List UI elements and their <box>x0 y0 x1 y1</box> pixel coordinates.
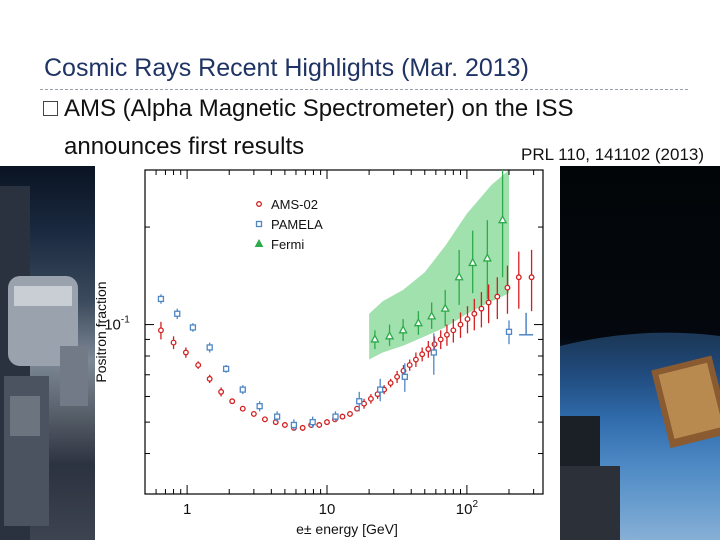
ams-02-point <box>182 349 189 356</box>
ams-02-point <box>528 274 535 281</box>
legend-marker-pamela <box>255 220 263 228</box>
x-tick-label: 102 <box>456 499 479 518</box>
fermi-point <box>427 311 437 320</box>
x-tick-label-exponent: 2 <box>472 499 478 510</box>
pamela-point <box>273 413 281 420</box>
legend-label-pamela: PAMELA <box>271 217 323 232</box>
ams-02-point <box>239 405 246 412</box>
y-tick-label-exponent: -1 <box>121 315 130 326</box>
fermi-point <box>440 303 450 312</box>
ams-02-point <box>170 339 177 346</box>
fermi-point <box>482 253 492 262</box>
bullet-text-line-2: announces first results <box>64 133 305 160</box>
ams-02-point <box>406 362 413 369</box>
x-tick-label: 10 <box>319 501 336 518</box>
pamela-point <box>290 421 298 429</box>
ams-02-point <box>250 410 257 417</box>
ams-02-point <box>299 424 306 431</box>
title-divider <box>40 89 688 90</box>
ams-02-point <box>387 380 394 387</box>
fermi-point <box>468 257 478 267</box>
pamela-point <box>157 295 165 303</box>
bullet-text-line-1: AMS (Alpha Magnetic Spectrometer) on the… <box>64 95 574 122</box>
ams-02-point <box>419 351 426 358</box>
ams-02-point <box>347 410 353 417</box>
ams-02-point <box>504 284 511 291</box>
ams-02-point <box>339 413 346 420</box>
legend-marker-fermi <box>254 238 264 247</box>
pamela-point <box>206 344 213 351</box>
y-axis-title: Positron fraction <box>95 281 109 382</box>
ams-02-point <box>443 331 450 338</box>
ams-02-point <box>425 346 432 353</box>
pamela-point <box>309 418 316 426</box>
earth-horizon-illustration <box>560 332 720 540</box>
pamela-point <box>222 365 230 373</box>
iss-structure-illustration <box>0 186 88 540</box>
ams-02-point <box>494 293 501 300</box>
legend-label-fermi: Fermi <box>271 237 304 252</box>
iss-photo-left <box>0 166 95 540</box>
x-tick-label: 1 <box>183 501 191 518</box>
pamela-point <box>377 386 384 393</box>
ams-02-point <box>471 310 478 317</box>
iss-photo-right <box>560 166 720 540</box>
ams-02-point <box>206 375 213 382</box>
ams-02-point <box>218 388 225 395</box>
bullet-box-icon <box>43 101 58 116</box>
ams-02-point <box>485 299 492 306</box>
pamela-point <box>174 310 181 317</box>
pamela-point <box>356 398 363 405</box>
plot-frame <box>144 169 544 495</box>
fermi-point <box>413 317 423 327</box>
positron-fraction-chart: 1 10 102 10-1 AMS-02 PAMELA Fermi Positron fr… <box>95 166 560 540</box>
ams-02-point <box>281 422 288 428</box>
ams-02-point <box>229 398 236 405</box>
pamela-point <box>256 403 263 410</box>
pamela-point <box>401 373 408 380</box>
ams-02-point <box>457 321 464 328</box>
ams-02-point <box>261 416 268 423</box>
fermi-point <box>398 324 408 334</box>
fermi-point <box>370 334 380 343</box>
ams-02-point <box>412 356 419 363</box>
ams-02-point <box>478 305 485 312</box>
fermi-point <box>498 214 508 224</box>
pamela-point <box>332 413 339 420</box>
fermi-uncertainty-band <box>369 170 510 360</box>
fermi-point <box>454 271 464 281</box>
pamela-point <box>239 386 246 393</box>
slide-title: Cosmic Rays Recent Highlights (Mar. 2013… <box>44 54 529 82</box>
pamela-point <box>505 328 513 335</box>
ams-02-point <box>361 400 367 407</box>
ams-02-point <box>450 327 457 334</box>
fermi-point <box>384 330 395 340</box>
ams-02-point <box>367 395 374 402</box>
legend-marker-ams-02 <box>256 201 262 207</box>
ams-02-point <box>195 362 202 369</box>
ams-02-point <box>464 316 471 323</box>
ams-02-point <box>431 341 438 348</box>
x-axis-title: e± energy [GeV] <box>296 521 398 537</box>
ams-02-point <box>157 327 164 334</box>
ams-02-point <box>394 373 401 380</box>
legend-label-ams-02: AMS-02 <box>271 197 318 212</box>
pamela-point <box>189 324 197 331</box>
ams-02-point <box>515 274 522 281</box>
paper-citation: PRL 110, 141102 (2013) <box>521 145 705 164</box>
pamela-point <box>430 349 437 356</box>
ams-02-point <box>324 419 330 426</box>
ams-02-point <box>437 336 444 343</box>
ams-02-point <box>316 422 323 428</box>
